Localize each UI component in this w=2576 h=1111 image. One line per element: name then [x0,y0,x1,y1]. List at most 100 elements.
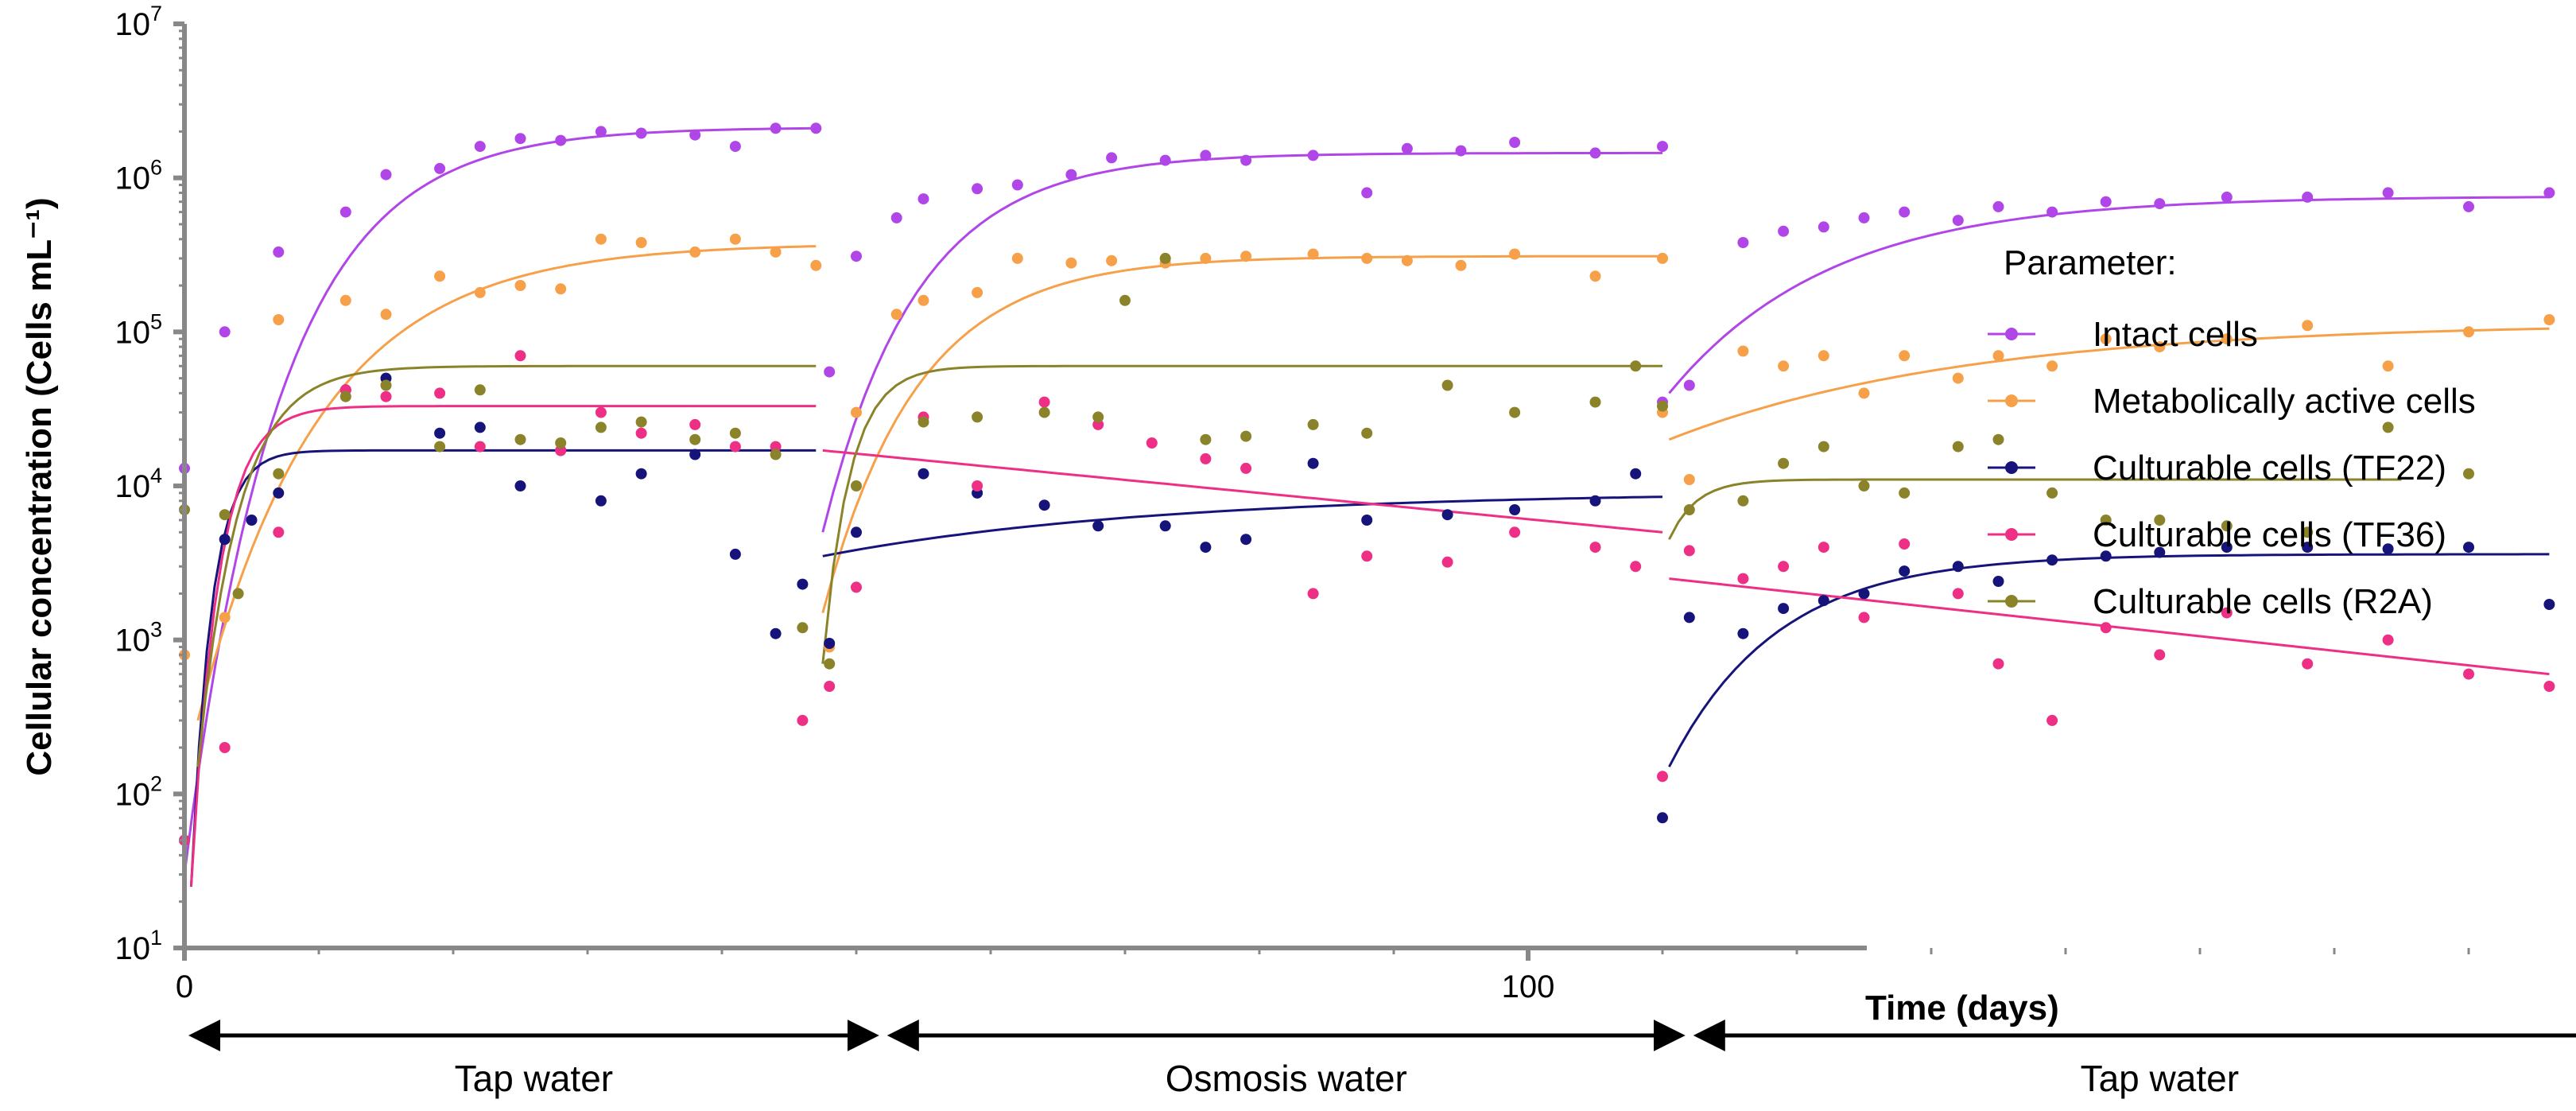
data-point [689,433,701,445]
data-point [2154,546,2166,558]
legend-label: Culturable cells (TF36) [2093,515,2446,554]
data-point [1992,658,2004,670]
data-point [1858,588,1870,600]
data-point [2463,468,2474,480]
data-point [1737,627,1749,639]
data-point [1683,379,1695,391]
phase-label: Tap water [455,1058,613,1099]
data-point [2100,515,2112,526]
data-point [595,233,607,245]
data-point [1361,187,1373,199]
y-tick-label: 102 [114,771,162,812]
data-point [595,495,607,507]
data-point [339,206,351,218]
data-point [689,418,701,430]
data-point [380,169,392,181]
data-point [689,129,701,141]
data-point [890,309,902,320]
data-point [635,427,647,439]
data-point [851,406,862,418]
fit-curve [196,364,817,767]
data-point [1589,396,1601,408]
data-point [635,237,647,248]
data-point [1683,612,1695,623]
data-point [2543,187,2555,199]
data-point [1509,526,1521,538]
legend-label: Culturable cells (R2A) [2093,582,2433,621]
data-point [824,658,836,670]
data-point [2543,681,2555,692]
data-point [380,379,392,391]
data-point [1858,612,1870,623]
legend-label: Metabolically active cells [2093,382,2476,421]
data-point [1737,237,1749,248]
phase-label: Tap water [2081,1058,2239,1099]
data-point [219,534,231,546]
data-point [1589,495,1601,507]
legend-items: Intact cells Metabolically active cells Cu… [1988,315,2476,621]
data-point [1858,212,1870,223]
data-point [1106,152,1118,164]
data-point [689,246,701,258]
data-point [2100,550,2112,562]
data-point [1737,495,1749,507]
x-tick-label: 0 [176,969,193,1004]
data-point [2154,198,2166,210]
data-point [434,162,446,174]
data-point [824,366,836,378]
data-point [1778,561,1790,573]
data-point [1361,515,1373,526]
y-tick-label: 106 [114,156,162,196]
fit-curve [822,449,1663,534]
data-point [474,141,486,153]
data-point [2046,554,2058,566]
data-point [219,326,231,338]
data-point [1038,406,1050,418]
data-point [1200,433,1212,445]
data-point [1899,206,1911,218]
data-point [1992,200,2004,212]
data-point [1361,550,1373,562]
data-point [1159,252,1171,264]
data-point [1952,372,1964,384]
x-axis-title: Time (days) [1865,989,2059,1027]
data-point [729,427,741,439]
data-point [1952,561,1964,573]
fit-curve [822,495,1663,557]
data-point [2221,191,2233,203]
legend-marker [2005,461,2018,474]
legend-title: Parameter: [2004,243,2177,282]
data-point [1509,406,1521,418]
data-point [851,480,862,491]
data-point [851,526,862,538]
y-tick-label: 105 [114,309,162,350]
data-point [1106,254,1118,266]
data-point [595,126,607,138]
data-point [1737,573,1749,585]
x-tick-label: 100 [1502,969,1555,1004]
data-point [797,578,809,590]
data-point [2382,421,2394,433]
data-point [1159,520,1171,532]
data-point [2463,668,2474,680]
data-point [1952,215,1964,227]
data-point [1992,350,2004,362]
data-point [1240,154,1252,166]
data-point [2463,326,2474,338]
fit-curve [1668,478,2402,540]
data-point [1818,595,1829,607]
data-point [2046,360,2058,372]
data-point [1778,457,1790,469]
fit-curve [1668,327,2550,441]
data-point [1657,141,1668,153]
data-point [2221,542,2233,554]
data-point [1858,387,1870,399]
data-point [1401,142,1413,154]
data-point [273,314,285,325]
data-point [273,246,285,258]
data-point [1589,147,1601,159]
data-point [1899,350,1911,362]
data-point [2302,542,2314,554]
